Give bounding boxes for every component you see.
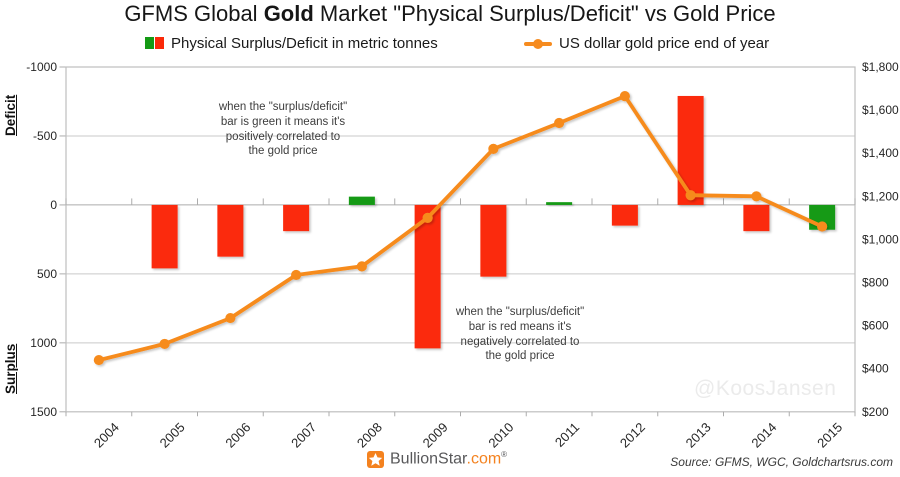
price-point-2012 [619, 90, 630, 102]
right-tick-label: $1,000 [862, 232, 899, 246]
right-tick-label: $600 [862, 319, 889, 333]
year-label-2004: 2004 [91, 420, 122, 451]
price-point-2004 [93, 354, 104, 366]
price-point-2008 [356, 261, 367, 272]
bar-2013 [677, 95, 704, 205]
left-tick-label: -1000 [26, 60, 57, 74]
year-label-2009: 2009 [420, 420, 451, 451]
price-point-2009 [422, 212, 433, 223]
legend: Physical Surplus/Deficit in metric tonne… [0, 32, 900, 54]
brand-text: BullionStar.com® [390, 450, 507, 468]
page-title: GFMS Global Gold Market "Physical Surplu… [0, 1, 900, 27]
registered-mark: ® [501, 450, 508, 459]
right-tick-label: $800 [862, 276, 889, 290]
source-credit: Source: GFMS, WGC, Goldchartsrus.com [670, 455, 893, 469]
legend-bars-label: Physical Surplus/Deficit in metric tonne… [171, 34, 438, 52]
right-tick-label: $1,800 [862, 60, 899, 74]
bar-2007 [283, 204, 310, 232]
gold-price-line-marker-icon [524, 37, 552, 49]
legend-line-dot [533, 38, 543, 49]
price-point-2006 [225, 312, 236, 324]
bar-2005 [151, 204, 178, 269]
annotation-red-note: when the "surplus/deficit" bar is red me… [455, 306, 585, 363]
right-tick-label: $1,200 [862, 189, 899, 203]
price-point-2007 [291, 269, 302, 281]
price-point-2011 [554, 117, 565, 129]
price-point-2005 [159, 338, 170, 350]
title-bold-word: Gold [263, 1, 314, 26]
price-point-2015 [817, 221, 828, 232]
brand-logo-icon [367, 450, 384, 468]
title-suffix: Market "Physical Surplus/Deficit" vs Gol… [313, 1, 776, 26]
year-label-2014: 2014 [748, 420, 779, 451]
title-prefix: GFMS Global [124, 1, 264, 26]
gold-price-line [97, 94, 824, 363]
year-label-2012: 2012 [617, 420, 648, 451]
left-tick-label: -500 [33, 129, 57, 143]
red-swatch-half [155, 37, 164, 49]
price-point-2010 [488, 143, 499, 154]
year-label-2006: 2006 [222, 420, 253, 451]
legend-item-gold-price: US dollar gold price end of year [524, 32, 769, 54]
left-tick-label: 500 [37, 267, 57, 281]
year-label-2008: 2008 [354, 420, 385, 451]
right-tick-label: $200 [862, 405, 889, 419]
right-tick-label: $1,400 [862, 146, 899, 160]
year-label-2013: 2013 [683, 420, 714, 451]
left-tick-label: 0 [50, 198, 57, 212]
price-point-2013 [685, 190, 696, 201]
surplus-deficit-swatch-icon [145, 37, 164, 49]
bar-2010 [480, 204, 507, 277]
brand-name: BullionStar [390, 450, 467, 468]
bar-2011 [546, 202, 573, 205]
left-tick-label: 1000 [30, 336, 57, 350]
annotation-green-note: when the "surplus/deficit" bar is green … [218, 101, 348, 158]
year-label-2007: 2007 [288, 420, 319, 451]
right-tick-label: $1,600 [862, 103, 899, 117]
year-label-2010: 2010 [485, 420, 516, 451]
year-label-2011: 2011 [552, 420, 582, 450]
bar-2009 [414, 204, 441, 349]
brand-tld: .com [466, 450, 502, 468]
bar-2012 [611, 204, 638, 226]
left-tick-label: 1500 [30, 405, 57, 419]
year-label-2005: 2005 [157, 420, 188, 451]
watermark: @KoosJansen [694, 377, 837, 400]
bar-2008 [348, 196, 375, 205]
bar-2006 [217, 204, 244, 257]
year-label-2015: 2015 [814, 420, 845, 451]
right-tick-label: $400 [862, 362, 889, 376]
price-point-2014 [751, 191, 762, 202]
legend-line-label: US dollar gold price end of year [559, 34, 770, 52]
footer-brand: BullionStar.com® [367, 450, 507, 468]
green-swatch-half [145, 37, 154, 49]
bar-2014 [743, 204, 770, 232]
gold-price-series [93, 90, 828, 366]
legend-item-surplus-deficit: Physical Surplus/Deficit in metric tonne… [145, 32, 438, 54]
